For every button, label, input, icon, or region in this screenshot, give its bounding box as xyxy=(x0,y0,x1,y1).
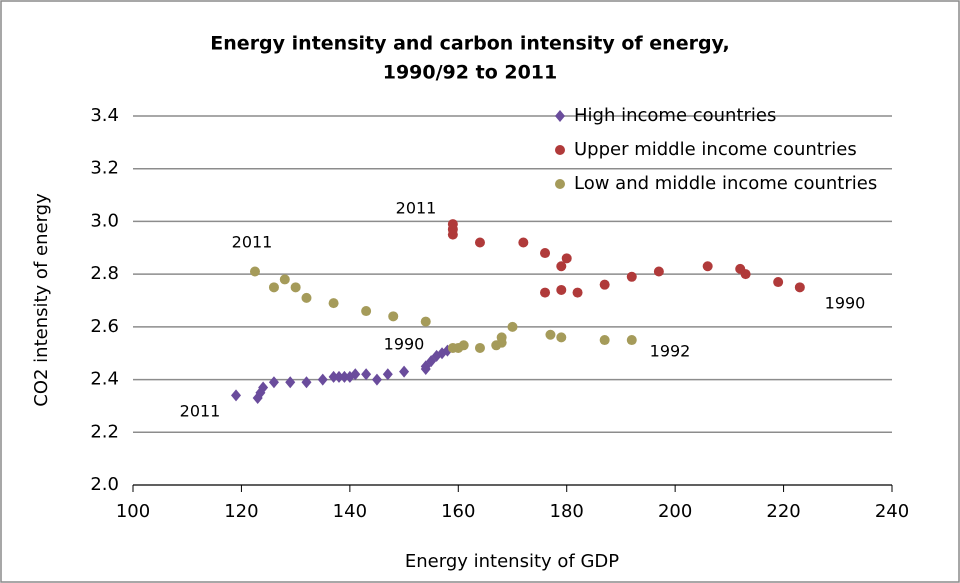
point xyxy=(339,370,350,383)
point xyxy=(268,376,279,389)
point xyxy=(361,368,372,381)
y-tick-label: 2.4 xyxy=(90,369,119,390)
point xyxy=(518,237,529,248)
point xyxy=(794,282,805,293)
point xyxy=(572,287,583,298)
x-tick-label: 140 xyxy=(333,501,367,522)
point xyxy=(556,332,567,343)
point xyxy=(735,263,746,274)
y-tick-label: 2.6 xyxy=(90,316,119,337)
point xyxy=(371,373,382,386)
point xyxy=(540,248,551,259)
legend-label: Upper middle income countries xyxy=(574,139,857,160)
point xyxy=(556,261,567,272)
annotation: 2011 xyxy=(180,402,221,421)
point xyxy=(301,292,312,303)
point xyxy=(599,335,610,346)
point xyxy=(773,277,784,288)
point xyxy=(491,340,502,351)
annotation: 1990 xyxy=(825,294,866,313)
point xyxy=(290,282,301,293)
point xyxy=(382,368,393,381)
point xyxy=(561,253,572,264)
point xyxy=(249,266,260,277)
point xyxy=(653,266,664,277)
point xyxy=(702,261,713,272)
point xyxy=(258,381,269,394)
point xyxy=(474,237,485,248)
point xyxy=(420,316,431,327)
point xyxy=(545,329,556,340)
y-axis-label: CO2 intensity of energy xyxy=(31,193,52,407)
point xyxy=(231,389,242,402)
point xyxy=(334,370,345,383)
x-axis-label: Energy intensity of GDP xyxy=(405,551,619,572)
annotation: 2011 xyxy=(396,199,437,218)
legend-marker xyxy=(555,179,565,189)
point xyxy=(447,342,458,353)
x-tick-label: 240 xyxy=(875,501,909,522)
y-tick-label: 2.0 xyxy=(90,474,119,495)
point xyxy=(599,279,610,290)
chart-subtitle: 1990/92 to 2011 xyxy=(383,62,558,84)
point xyxy=(350,368,361,381)
point xyxy=(507,321,518,332)
legend-label: Low and middle income countries xyxy=(574,173,877,194)
point xyxy=(279,274,290,285)
x-tick-label: 160 xyxy=(441,501,475,522)
y-tick-label: 2.8 xyxy=(90,263,119,284)
legend-marker xyxy=(555,110,565,122)
x-tick-label: 220 xyxy=(766,501,800,522)
point xyxy=(556,284,567,295)
point xyxy=(626,271,637,282)
point xyxy=(317,373,328,386)
annotation: 2011 xyxy=(232,233,273,252)
point xyxy=(328,370,339,383)
y-tick-label: 3.2 xyxy=(90,158,119,179)
point xyxy=(328,298,339,309)
legend-label: High income countries xyxy=(574,105,776,126)
point xyxy=(268,282,279,293)
point xyxy=(474,342,485,353)
point xyxy=(399,365,410,378)
point xyxy=(540,287,551,298)
y-tick-label: 3.0 xyxy=(90,210,119,231)
point xyxy=(388,311,399,322)
chart-title: Energy intensity and carbon intensity of… xyxy=(210,33,729,55)
y-tick-label: 3.4 xyxy=(90,105,119,126)
point xyxy=(361,306,372,317)
point xyxy=(626,335,637,346)
x-tick-label: 120 xyxy=(224,501,258,522)
x-tick-label: 100 xyxy=(116,501,150,522)
legend-marker xyxy=(555,145,565,155)
x-tick-label: 180 xyxy=(550,501,584,522)
point xyxy=(447,219,458,230)
annotation: 1990 xyxy=(384,335,425,354)
point xyxy=(285,376,296,389)
y-tick-label: 2.2 xyxy=(90,421,119,442)
point xyxy=(301,376,312,389)
annotation: 1992 xyxy=(650,342,691,361)
x-tick-label: 200 xyxy=(658,501,692,522)
